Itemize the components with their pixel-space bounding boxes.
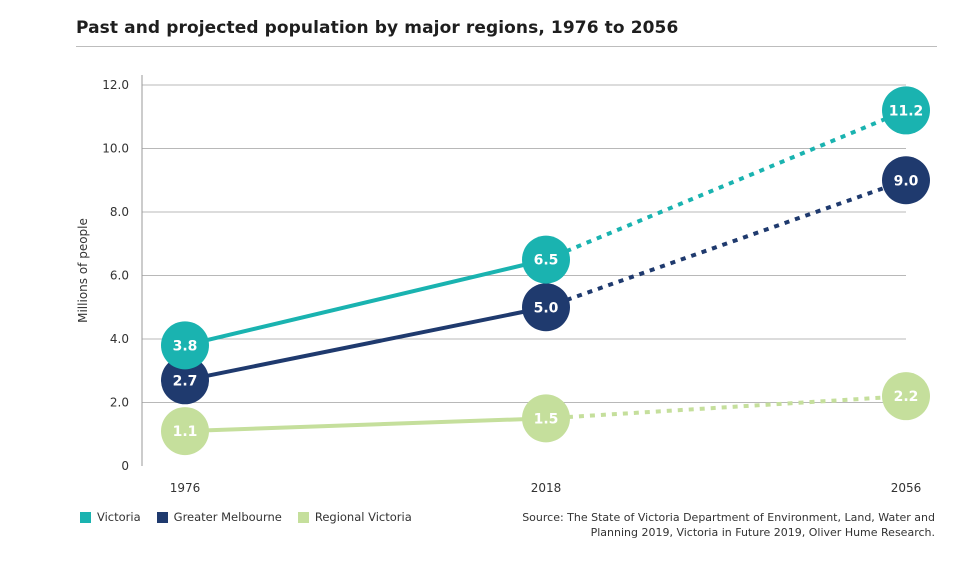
- x-tick-label: 2018: [531, 481, 562, 495]
- data-label: 11.2: [889, 103, 924, 119]
- legend-label: Greater Melbourne: [173, 510, 282, 524]
- data-label: 2.2: [894, 389, 919, 405]
- data-point-marker: [522, 235, 570, 284]
- data-point-marker: [522, 394, 570, 443]
- source-note: Source: The State of Victoria Department…: [522, 511, 935, 539]
- y-tick-label: 10.0: [102, 142, 129, 156]
- data-label: 9.0: [894, 173, 919, 189]
- y-tick-label: 12.0: [102, 78, 129, 92]
- data-point-marker: [882, 156, 930, 205]
- x-tick-label: 1976: [170, 481, 201, 495]
- chart-title: Past and projected population by major r…: [76, 18, 679, 38]
- data-label: 1.1: [173, 424, 198, 440]
- legend-label: Victoria: [97, 510, 141, 524]
- data-label: 2.7: [173, 373, 198, 389]
- legend-swatch: [80, 511, 91, 523]
- y-tick-label: 0: [121, 459, 129, 473]
- data-point-marker: [161, 407, 209, 456]
- data-label: 5.0: [534, 300, 559, 316]
- series-line-projection: [545, 178, 907, 310]
- y-tick-label: 4.0: [110, 332, 129, 346]
- data-label: 1.5: [534, 411, 559, 427]
- series-line-historical: [184, 257, 547, 348]
- data-point-marker: [161, 356, 209, 405]
- x-tick-label: 2056: [891, 481, 922, 495]
- title-divider: [76, 46, 937, 47]
- legend-swatch: [297, 511, 309, 523]
- data-point-marker: [522, 283, 570, 332]
- data-point-marker: [882, 86, 930, 135]
- legend-label: Regional Victoria: [314, 510, 412, 524]
- series-line-historical: [184, 305, 547, 383]
- data-label: 6.5: [534, 253, 559, 269]
- legend-item: Regional Victoria: [297, 510, 412, 524]
- data-point-marker: [882, 372, 930, 421]
- y-tick-label: 8.0: [110, 205, 129, 219]
- y-axis-title: Millions of people: [76, 218, 90, 323]
- series-line-projection: [545, 394, 907, 421]
- series-line-projection: [545, 108, 907, 262]
- legend-item: Greater Melbourne: [156, 510, 282, 524]
- data-label: 3.8: [173, 338, 198, 354]
- data-point-marker: [161, 321, 209, 370]
- y-tick-label: 2.0: [110, 396, 129, 410]
- legend-item: Victoria: [80, 510, 141, 524]
- y-tick-label: 6.0: [110, 269, 129, 283]
- series-line-historical: [184, 416, 547, 434]
- chart-legend: Victoria Greater Melbourne Regional Victor…: [80, 510, 428, 524]
- legend-swatch: [156, 511, 168, 523]
